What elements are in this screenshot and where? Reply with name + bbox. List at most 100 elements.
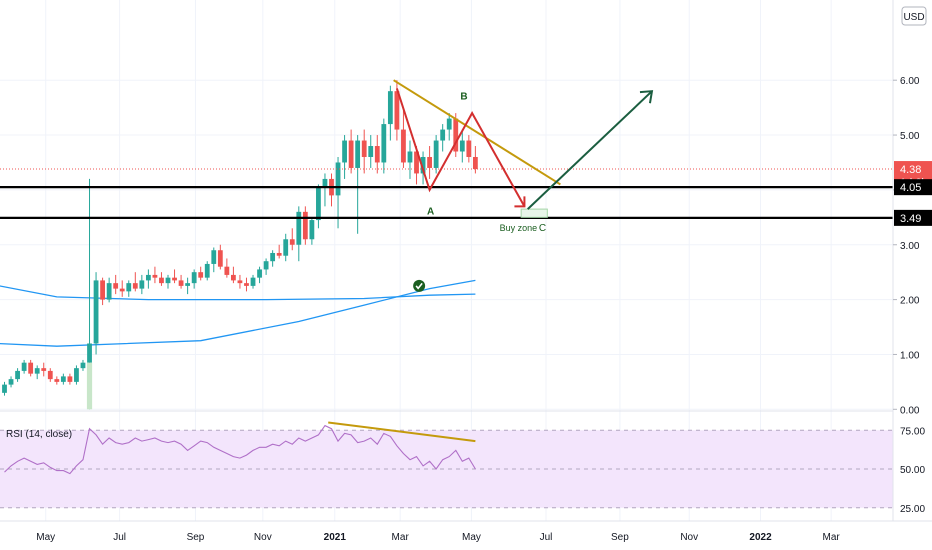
candle <box>329 173 334 207</box>
candle-body <box>15 370 20 380</box>
candle <box>381 118 387 174</box>
target-arrow[interactable] <box>527 90 653 210</box>
level-lower-tag: 3.49 <box>894 209 932 226</box>
time-tick-label: Nov <box>680 532 698 543</box>
candle-body <box>276 252 282 256</box>
candle-body <box>87 343 92 363</box>
candle <box>440 124 446 152</box>
candle-body <box>433 140 439 168</box>
candle <box>361 129 367 174</box>
candle-body <box>446 118 452 130</box>
candle <box>139 274 145 295</box>
time-tick-label: Jul <box>113 532 126 543</box>
ma-long-line <box>0 279 476 347</box>
moving-averages <box>0 279 476 347</box>
candle-body <box>355 140 361 168</box>
abc-pattern-path[interactable] <box>395 88 526 207</box>
buy-zone-box[interactable] <box>520 208 548 218</box>
candle-body <box>322 178 328 188</box>
down-arrow-head <box>514 196 526 208</box>
candle <box>407 140 413 179</box>
candle-body <box>106 283 112 300</box>
candle-body <box>178 280 184 286</box>
candle-body <box>335 162 341 196</box>
candle <box>459 129 465 163</box>
candle <box>289 228 295 251</box>
candle <box>198 266 204 281</box>
descending-trendline[interactable] <box>393 79 561 186</box>
current-price-label: 4.38 <box>900 164 921 176</box>
candle <box>126 280 132 297</box>
candle-body <box>374 146 380 163</box>
candle <box>283 233 289 262</box>
candle-body <box>119 288 125 292</box>
candle <box>211 247 217 273</box>
time-tick-label: May <box>462 532 481 543</box>
candle <box>41 362 47 377</box>
candle-body <box>348 140 354 168</box>
candle <box>178 274 184 289</box>
candle-body <box>93 280 99 344</box>
candle <box>296 206 302 262</box>
currency-label: USD <box>903 12 924 23</box>
candle <box>145 269 151 289</box>
candle <box>172 269 177 284</box>
time-tick-label: Mar <box>392 532 410 543</box>
candle <box>374 135 380 174</box>
price-tick-label: 3.00 <box>900 241 920 252</box>
candle-body <box>472 156 478 170</box>
candle-body <box>198 272 204 278</box>
candle <box>466 135 472 163</box>
candle-body <box>414 151 419 174</box>
candle-body <box>21 362 27 371</box>
candle-body <box>250 277 256 286</box>
candle-body <box>204 263 210 278</box>
candle-body <box>361 140 367 157</box>
candle-body <box>440 129 446 141</box>
candle <box>93 272 99 355</box>
candle-body <box>231 274 236 281</box>
candle-body <box>165 277 171 284</box>
candle-body <box>453 118 459 152</box>
candle-body <box>296 211 302 245</box>
golden-cross-marker[interactable] <box>413 279 426 292</box>
candle-body <box>302 211 308 240</box>
candle-body <box>132 283 138 289</box>
candle-body <box>211 250 217 264</box>
candle <box>250 274 256 289</box>
candle-body <box>309 220 315 240</box>
candle-body <box>270 252 276 262</box>
candle-body <box>244 283 249 286</box>
candle <box>132 272 138 292</box>
candle <box>204 261 210 281</box>
rsi-divergence-line[interactable] <box>328 421 476 443</box>
candle <box>191 269 197 289</box>
price-axis[interactable]: 6.005.004.003.002.001.000.00 <box>893 76 920 416</box>
candle <box>335 156 341 229</box>
candle <box>322 173 328 207</box>
currency-badge[interactable]: USD <box>901 6 927 26</box>
volume-highlight <box>86 362 93 410</box>
candle-body <box>381 124 387 163</box>
candle <box>54 376 60 385</box>
candle-body <box>2 384 7 393</box>
candle-body <box>217 250 223 267</box>
candle-body <box>394 91 400 130</box>
time-axis[interactable]: May Jul Sep Nov 2021 Mar May Jul Sep Nov 2022 Mar <box>36 532 840 543</box>
wave-a-label: A <box>427 207 434 218</box>
price-tick-label: 1.00 <box>900 350 920 361</box>
candle-body <box>283 239 289 256</box>
candle-body <box>8 379 14 385</box>
candle-body <box>387 91 393 125</box>
time-tick-label: May <box>36 532 55 543</box>
rsi-tick-label: 25.00 <box>900 504 925 515</box>
time-tick-label: Sep <box>611 532 629 543</box>
candle-body <box>427 156 432 168</box>
candle <box>21 359 27 374</box>
time-tick-label: Mar <box>823 532 841 543</box>
rsi-axis[interactable]: 75.00 50.00 25.00 <box>900 426 925 515</box>
candle <box>74 365 79 385</box>
candle <box>106 277 112 303</box>
candle <box>100 277 105 306</box>
